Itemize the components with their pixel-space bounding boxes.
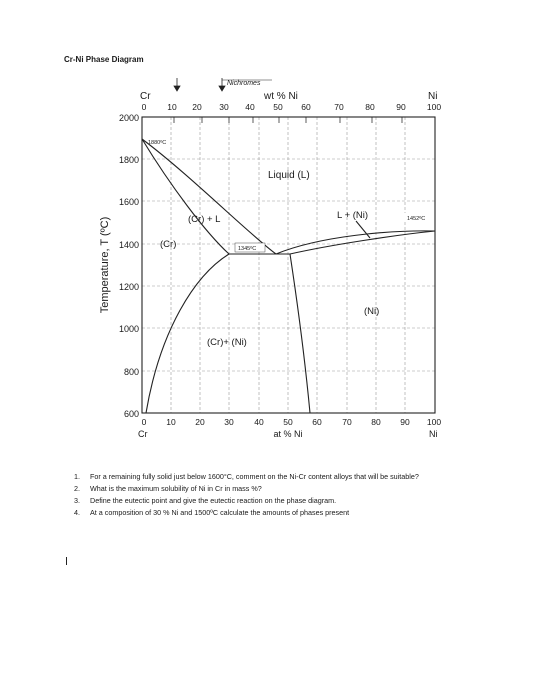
- nichromes-label: Nichromes: [227, 80, 261, 87]
- top-tick-label: 40: [245, 102, 255, 112]
- bottom-tick-label: 50: [283, 417, 293, 427]
- bottom-tick-label: 30: [224, 417, 234, 427]
- document-title: Cr-Ni Phase Diagram: [64, 55, 144, 64]
- question-list: 1. For a remaining fully solid just belo…: [74, 472, 494, 520]
- question-number: 2.: [74, 484, 80, 493]
- eutectic-label-box: [234, 242, 266, 253]
- eutectic-label: 1345ºC: [238, 245, 256, 252]
- question-text: What is the maximum solubility of Ni in …: [90, 484, 262, 493]
- bottom-left-element: Cr: [138, 429, 148, 439]
- bottom-tick-label: 70: [342, 417, 352, 427]
- question-number: 3.: [74, 496, 80, 505]
- ni-melting-label: 1452ºC: [407, 215, 425, 222]
- y-tick-label: 2000: [119, 113, 139, 123]
- y-tick-label: 1600: [119, 197, 139, 207]
- y-tick-label: 600: [124, 409, 139, 419]
- ni-melting-label-box: [404, 213, 433, 222]
- top-tick-label: 60: [301, 102, 311, 112]
- solidus-ni-side: [289, 230, 436, 255]
- top-left-element: Cr: [140, 91, 151, 102]
- bottom-right-element: Ni: [429, 429, 438, 439]
- top-tick-label: 70: [334, 102, 344, 112]
- top-tick-label: 50: [273, 102, 283, 112]
- plot-frame: [141, 116, 436, 414]
- question-item: 4. At a composition of 30 % Ni and 1500º…: [74, 508, 494, 518]
- bottom-tick-label: 20: [195, 417, 205, 427]
- region-cr-plus-ni: (Cr)+ (Ni): [207, 337, 247, 348]
- top-tick-label: 20: [192, 102, 202, 112]
- liquidus-cr-side: [141, 138, 277, 255]
- nichromes-indicator: [173, 78, 272, 92]
- question-text: For a remaining fully solid just below 1…: [90, 472, 419, 481]
- top-tick-label: 10: [167, 102, 177, 112]
- leader-l-ni: [355, 220, 371, 239]
- question-text: Define the eutectic point and give the e…: [90, 496, 337, 505]
- phase-boundaries: [141, 138, 436, 414]
- question-text: At a composition of 30 % Ni and 1500ºC c…: [90, 508, 350, 517]
- cr-melting-label: 1880ºC: [148, 139, 166, 146]
- phase-diagram: Cr Ni wt % Ni 0 10 20 30 40 50 60 70 80 …: [99, 78, 442, 439]
- region-cr-plus-l: (Cr) + L: [188, 214, 220, 225]
- top-tick-labels: 0 10 20 30 40 50 60 70 80 90 100: [142, 102, 442, 112]
- question-item: 2. What is the maximum solubility of Ni …: [74, 484, 494, 494]
- question-item: 3. Define the eutectic point and give th…: [74, 496, 494, 506]
- bottom-tick-label: 10: [166, 417, 176, 427]
- question-item: 1. For a remaining fully solid just belo…: [74, 472, 494, 482]
- y-tick-label: 1200: [119, 282, 139, 292]
- top-wt-ticks: [141, 117, 436, 123]
- y-tick-label: 1800: [119, 155, 139, 165]
- region-ni: (Ni): [364, 306, 379, 317]
- bottom-tick-labels: 0 10 20 30 40 50 60 70 80 90 100: [142, 417, 442, 427]
- top-tick-label: 0: [142, 102, 147, 112]
- top-tick-label: 80: [365, 102, 375, 112]
- top-tick-label: 90: [396, 102, 406, 112]
- bottom-axis-label: at % Ni: [273, 429, 302, 439]
- bottom-tick-label: 40: [254, 417, 264, 427]
- region-liquid: Liquid (L): [268, 170, 310, 181]
- bottom-tick-label: 90: [400, 417, 410, 427]
- bottom-tick-label: 100: [427, 417, 441, 427]
- grid: [142, 117, 435, 413]
- y-tick-label: 800: [124, 367, 139, 377]
- bottom-tick-label: 80: [371, 417, 381, 427]
- top-tick-label: 30: [219, 102, 229, 112]
- y-tick-labels: 2000 1800 1600 1400 1200 1000 800 600: [119, 113, 139, 419]
- y-tick-label: 1400: [119, 240, 139, 250]
- region-cr: (Cr): [160, 239, 176, 250]
- bottom-tick-label: 60: [312, 417, 322, 427]
- region-l-plus-ni: L + (Ni): [337, 210, 368, 221]
- y-tick-label: 1000: [119, 324, 139, 334]
- top-right-element: Ni: [428, 91, 437, 102]
- top-tick-label: 100: [427, 102, 441, 112]
- text-cursor: [66, 557, 67, 565]
- question-number: 1.: [74, 472, 80, 481]
- liquidus-ni-side: [275, 230, 436, 255]
- question-number: 4.: [74, 508, 80, 517]
- y-axis-label: Temperature, T (ºC): [99, 217, 111, 314]
- solvus-ni-side: [289, 253, 311, 414]
- solvus-cr-side: [145, 253, 230, 414]
- solidus-cr-side: [141, 138, 230, 255]
- bottom-tick-label: 0: [142, 417, 147, 427]
- top-axis-label: wt % Ni: [263, 91, 298, 102]
